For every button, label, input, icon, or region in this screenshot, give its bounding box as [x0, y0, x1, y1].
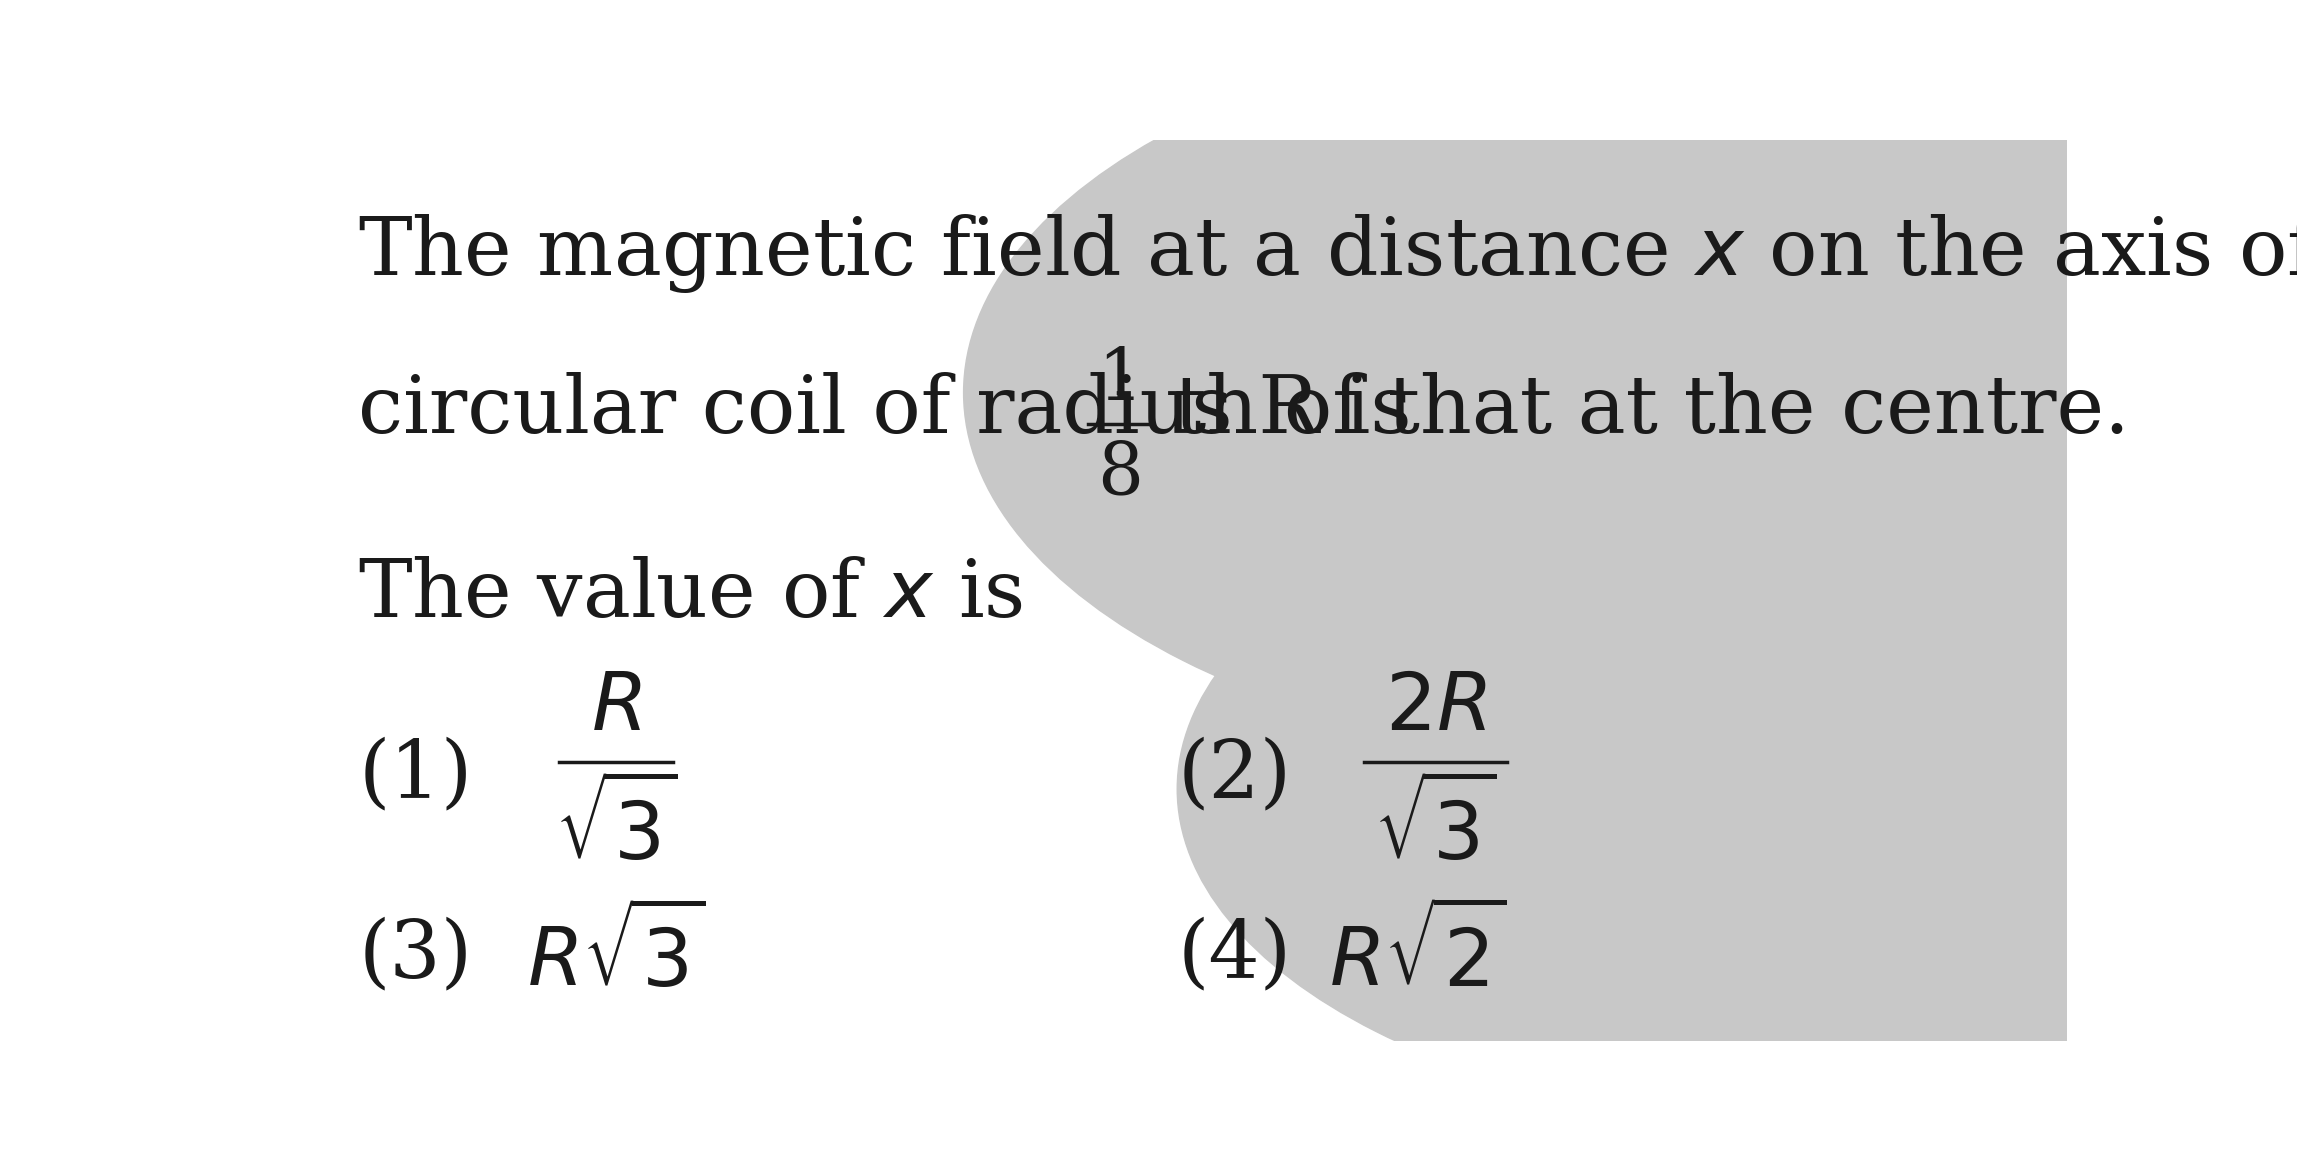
Text: (4): (4) [1178, 917, 1291, 994]
Text: (3): (3) [358, 917, 473, 994]
Text: (2): (2) [1178, 737, 1291, 814]
Text: th of that at the centre.: th of that at the centre. [1174, 372, 2129, 450]
Text: circular coil of radius R is: circular coil of radius R is [358, 372, 1438, 450]
Text: 1: 1 [1098, 345, 1144, 417]
Circle shape [965, 14, 2297, 771]
Text: The value of $x$ is: The value of $x$ is [358, 557, 1024, 634]
Text: $R$: $R$ [590, 669, 641, 746]
Text: 8: 8 [1098, 439, 1144, 509]
Circle shape [1178, 447, 2297, 1131]
Text: $\sqrt{3}$: $\sqrt{3}$ [556, 782, 678, 878]
Text: (1): (1) [358, 737, 473, 814]
Text: $\sqrt{3}$: $\sqrt{3}$ [1374, 782, 1495, 878]
Text: $R\sqrt{3}$: $R\sqrt{3}$ [528, 908, 705, 1004]
Text: $2R$: $2R$ [1385, 669, 1486, 746]
Text: $R\sqrt{2}$: $R\sqrt{2}$ [1328, 908, 1507, 1004]
Text: The magnetic field at a distance $x$ on the axis of a: The magnetic field at a distance $x$ on … [358, 212, 2297, 295]
